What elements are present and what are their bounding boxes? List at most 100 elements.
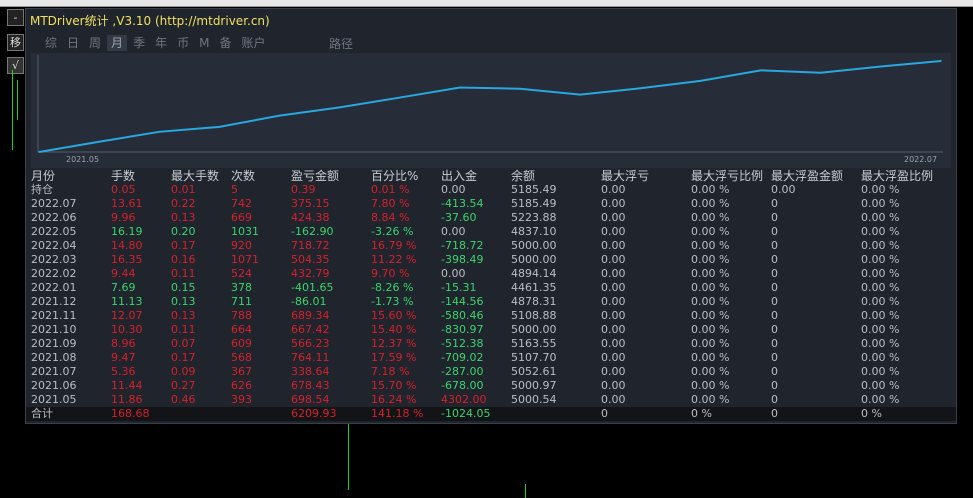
cell-8: 0.00 (601, 337, 626, 350)
cell-6: -15.31 (441, 281, 477, 294)
equity-chart: 2021.05 2022.07 (31, 53, 951, 168)
cell-5: 16.24 % (371, 393, 417, 406)
cell-1: 14.80 (111, 239, 143, 252)
cell-2: 0.07 (171, 337, 196, 350)
cell-10: 0 (771, 337, 778, 350)
cell-1: 0.05 (111, 183, 136, 196)
cell-5: 15.60 % (371, 309, 417, 322)
equity-point-2021.09 (338, 106, 341, 109)
cell-8: 0.00 (601, 267, 626, 280)
equity-point-2021.06 (158, 131, 161, 133)
path-label[interactable]: 路径 (329, 37, 354, 51)
cell-9: 0.00 % (691, 183, 730, 196)
cell-5: 7.80 % (371, 197, 410, 210)
cell-7: 4837.10 (511, 225, 557, 238)
equity-point-2022.03 (699, 80, 702, 82)
cell-5: 16.79 % (371, 239, 417, 252)
cell-1: 5.36 (111, 365, 136, 378)
cell-11: 0.00 % (861, 239, 900, 252)
cell-10: 0 (771, 295, 778, 308)
cell-2: 0.17 (171, 239, 196, 252)
background-price-chart (348, 420, 349, 490)
table-row: 2021.05 11.86 0.46 393 698.54 16.24 % 4302.00 5… (26, 393, 956, 407)
cell-11: 0.00 % (861, 337, 900, 350)
cell-11: 0.00 % (861, 365, 900, 378)
cell-2: 0.09 (171, 365, 196, 378)
cell-5: -3.26 % (371, 225, 414, 238)
cell-6: -512.38 (441, 337, 484, 350)
cell-4: 424.38 (291, 211, 330, 224)
cell-4: 338.64 (291, 365, 330, 378)
cell-5: 15.40 % (371, 323, 417, 336)
tab-1[interactable]: 日 (67, 36, 80, 50)
cell-7: 4878.31 (511, 295, 557, 308)
cell-2: 0.22 (171, 197, 196, 210)
cell-6: 出入金 (441, 169, 478, 183)
cell-8: 0.00 (601, 211, 626, 224)
cell-0: 2022.02 (31, 267, 77, 280)
top-toolbar (0, 0, 973, 7)
cell-7: 5108.88 (511, 309, 557, 322)
cell-10: 0 (771, 267, 778, 280)
cell-0: 2022.03 (31, 253, 77, 266)
cell-0: 2021.11 (31, 309, 77, 322)
cell-7: 余额 (511, 169, 536, 183)
tab-0[interactable]: 综 (45, 36, 58, 50)
cell-6: -398.49 (441, 253, 484, 266)
cell-4: 6209.93 (291, 407, 337, 420)
cell-8: 0.00 (601, 183, 626, 196)
cell-2: 0.11 (171, 267, 196, 280)
cell-4: 566.23 (291, 337, 330, 350)
tab-7[interactable]: M (199, 36, 210, 50)
table-row: 2021.07 5.36 0.09 367 338.64 7.18 % -287.00 505… (26, 365, 956, 379)
minimize-button[interactable]: - (7, 9, 24, 26)
cell-4: -401.65 (291, 281, 334, 294)
cell-3: 788 (231, 309, 252, 322)
tab-3[interactable]: 月 (107, 35, 128, 51)
cell-1: 11.44 (111, 379, 143, 392)
equity-chart-svg: 2021.05 2022.07 (37, 55, 943, 164)
cell-4: 504.35 (291, 253, 330, 266)
table-row: 2022.07 13.61 0.22 742 375.15 7.80 % -413.54 51… (26, 197, 956, 211)
check-button[interactable]: √ (7, 57, 24, 74)
equity-point-2021.07 (218, 126, 221, 128)
cell-4: 0.39 (291, 183, 316, 196)
cell-8: 0.00 (601, 309, 626, 322)
cell-1: 168.68 (111, 407, 150, 420)
cell-10: 0 (771, 253, 778, 266)
tab-5[interactable]: 年 (155, 36, 168, 50)
move-button[interactable]: 移 (7, 34, 24, 51)
table-header: 月份 手数 最大手数 次数 盈亏金额 百分比% 出入金 余额 最大浮亏 最大浮亏比例 最大浮盈金额 最… (26, 169, 956, 183)
tab-2[interactable]: 周 (89, 36, 102, 50)
cell-10: 0 (771, 281, 778, 294)
cell-9: 0 % (691, 407, 712, 420)
cell-7: 5163.55 (511, 337, 557, 350)
cell-9: 0.00 % (691, 379, 730, 392)
cell-3: 378 (231, 281, 252, 294)
cell-11: 0.00 % (861, 351, 900, 364)
tab-6[interactable]: 币 (177, 36, 190, 50)
table-row: 2022.01 7.69 0.15 378 -401.65 -8.26 % -15.31 44… (26, 281, 956, 295)
cell-0: 2021.08 (31, 351, 77, 364)
cell-5: 141.18 % (371, 407, 424, 420)
equity-line (38, 60, 942, 153)
cell-2: 0.16 (171, 253, 196, 266)
tab-9[interactable]: 账户 (241, 36, 266, 50)
cell-1: 16.35 (111, 253, 143, 266)
tab-4[interactable]: 季 (133, 36, 146, 50)
cell-2: 0.46 (171, 393, 196, 406)
cell-1: 手数 (111, 169, 136, 183)
cell-7: 4894.14 (511, 267, 557, 280)
cell-11: 0.00 % (861, 379, 900, 392)
cell-7: 5000.00 (511, 253, 557, 266)
tab-8[interactable]: 备 (219, 36, 232, 50)
cell-7: 5185.49 (511, 183, 557, 196)
cell-2: 最大手数 (171, 169, 220, 183)
cell-7: 5185.49 (511, 197, 557, 210)
cell-1: 16.19 (111, 225, 143, 238)
cell-3: 568 (231, 351, 252, 364)
cell-9: 0.00 % (691, 225, 730, 238)
cell-8: 0.00 (601, 225, 626, 238)
cell-7: 5000.00 (511, 239, 557, 252)
cell-1: 11.86 (111, 393, 143, 406)
